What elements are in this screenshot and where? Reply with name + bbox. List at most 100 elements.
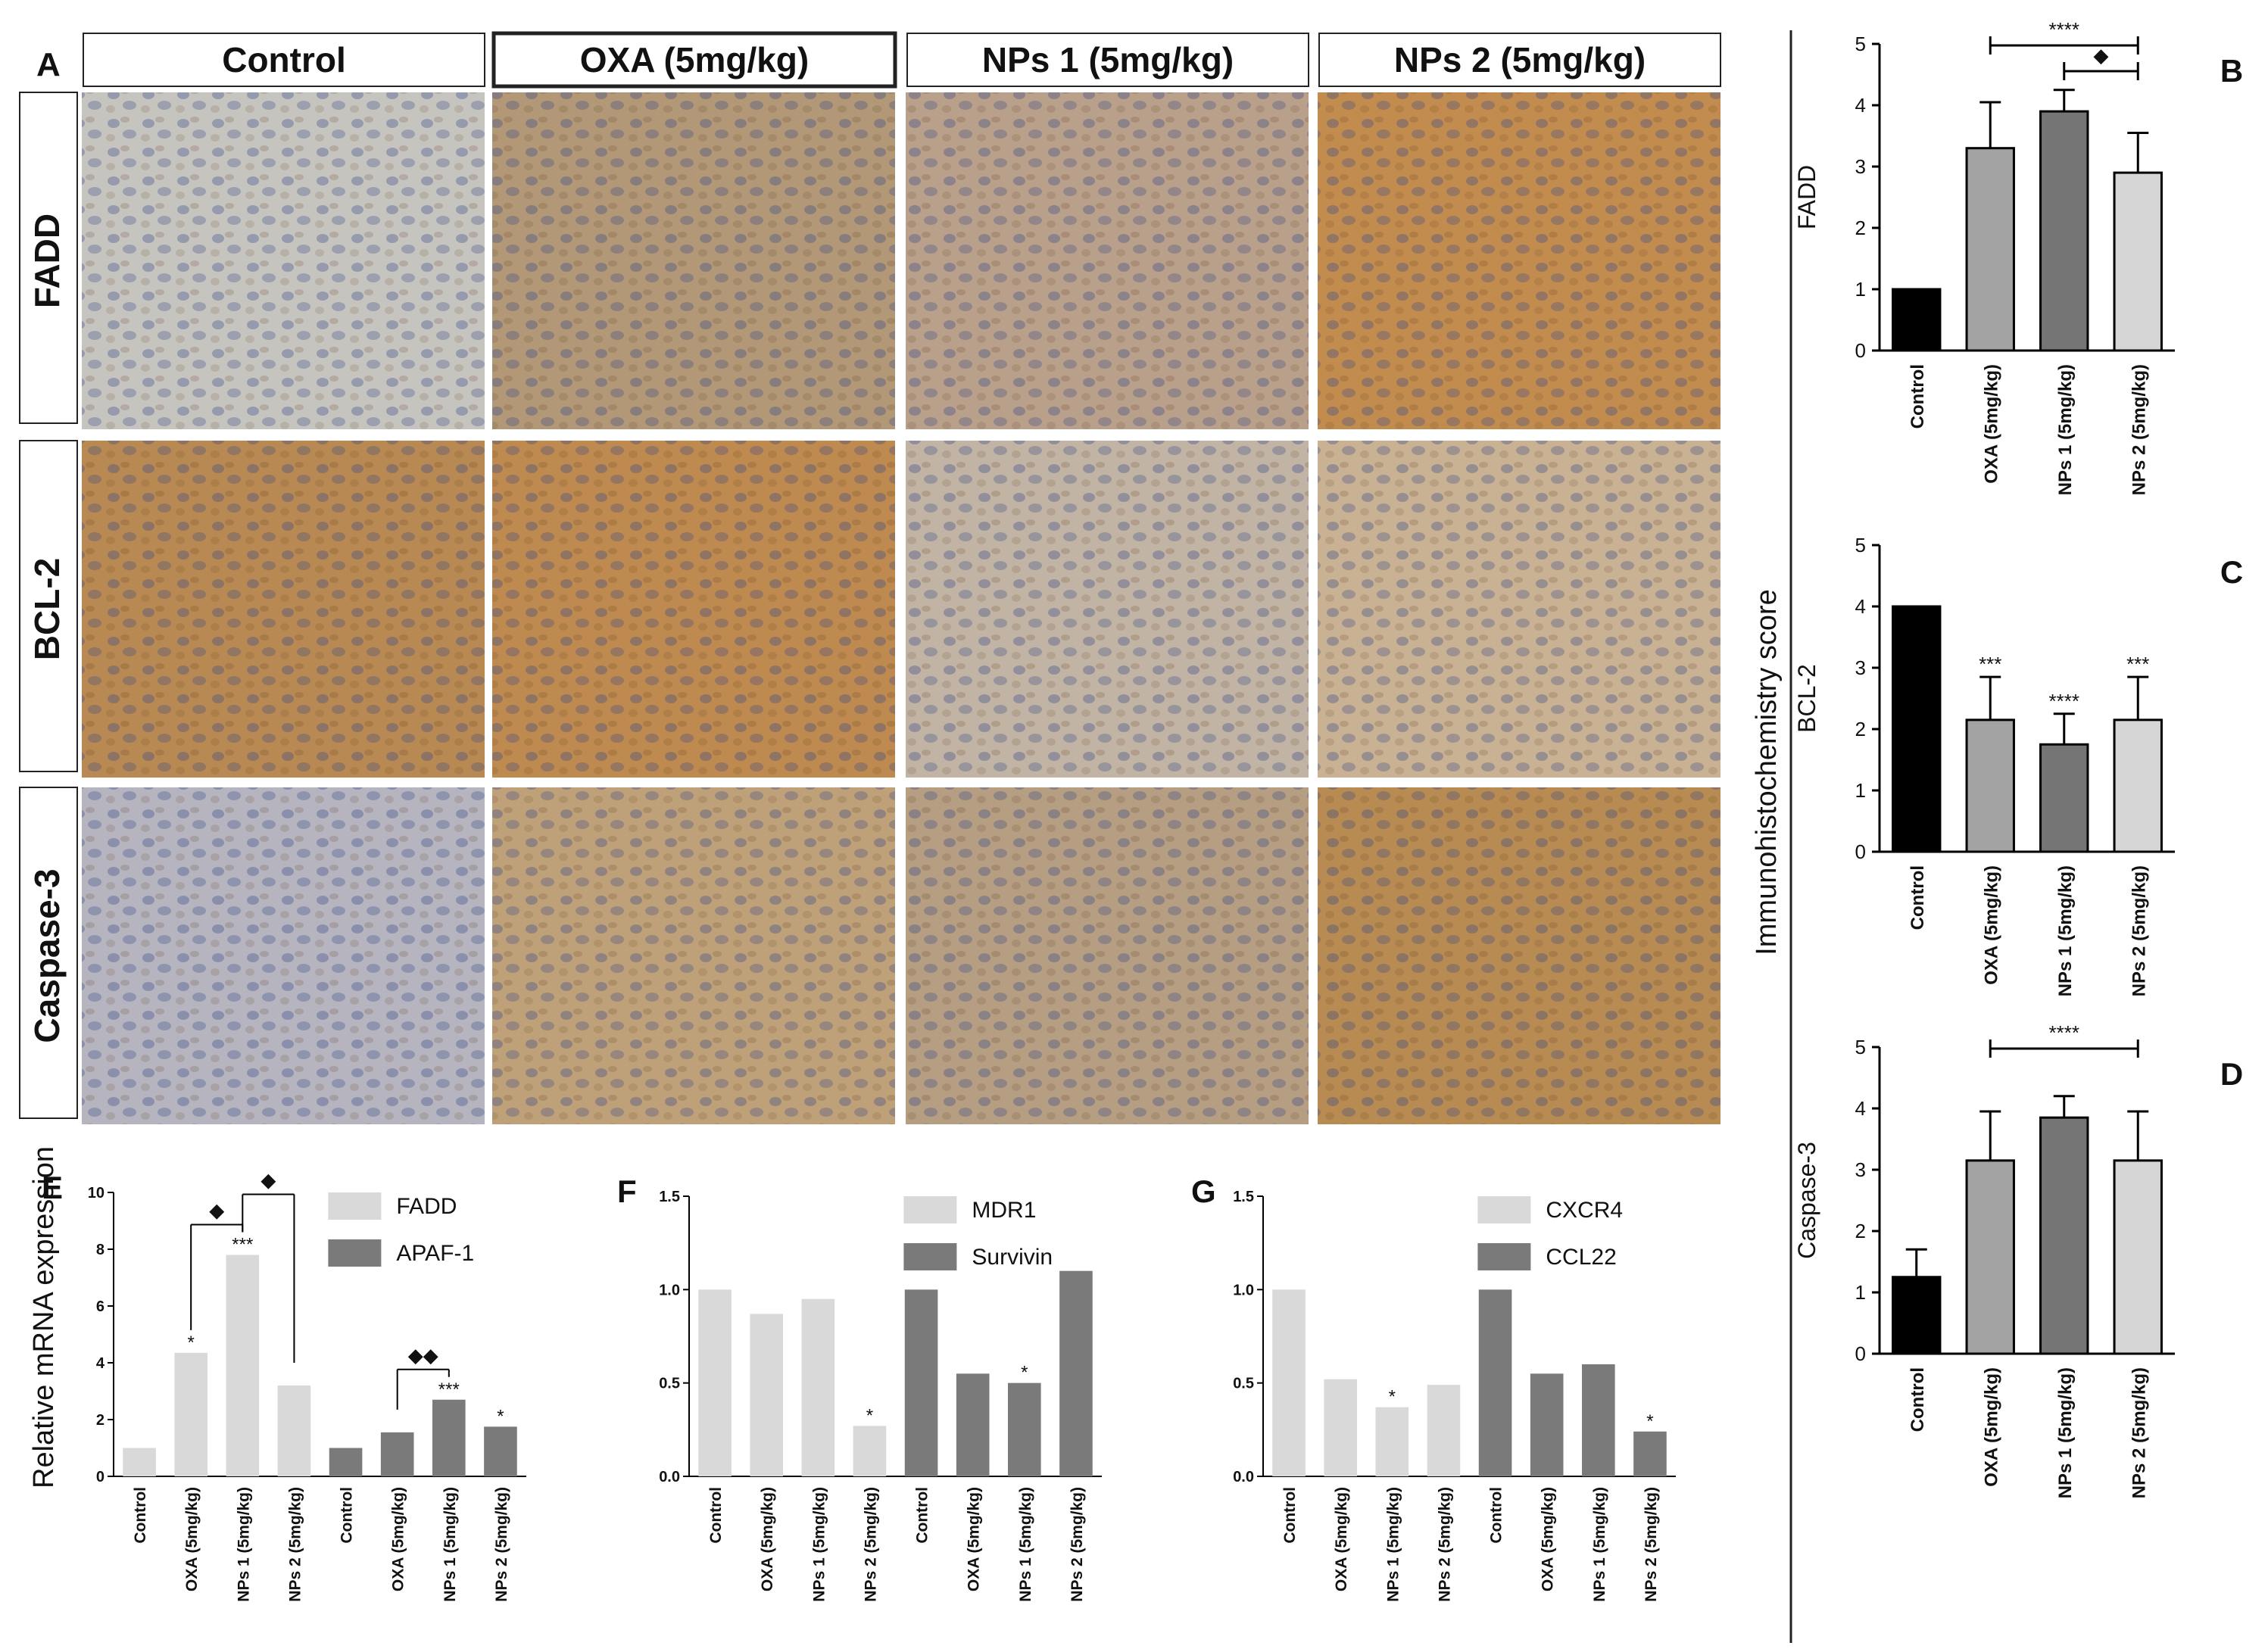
y-tick-label: 1 <box>1855 278 1866 301</box>
panel-letter: F <box>617 1174 637 1209</box>
x-tick-label: NPs 1 (5mg/kg) <box>441 1487 459 1602</box>
x-tick-label: OXA (5mg/kg) <box>183 1487 201 1591</box>
y-tick-label: 4 <box>1855 595 1866 618</box>
x-tick-label: NPs 1 (5mg/kg) <box>1384 1487 1402 1602</box>
y-tick-label: 1 <box>1855 1281 1866 1304</box>
y-tick-label: 8 <box>96 1242 105 1258</box>
micrograph-texture <box>492 92 895 429</box>
row-header-label: FADD <box>27 214 67 308</box>
bracket-label: ◆◆ <box>408 1344 438 1367</box>
x-tick-label: NPs 2 (5mg/kg) <box>286 1487 304 1602</box>
significance-mark: *** <box>2126 653 2149 675</box>
bar <box>1892 605 1942 853</box>
panel-a-letter: A <box>36 46 61 83</box>
significance-mark: * <box>497 1406 504 1426</box>
x-tick-label: NPs 1 (5mg/kg) <box>2055 364 2076 495</box>
y-tick-label: 2 <box>1855 718 1866 740</box>
x-tick-label: OXA (5mg/kg) <box>759 1487 776 1591</box>
y-tick-label: 0 <box>1855 339 1866 362</box>
y-tick-label: 3 <box>1855 155 1866 178</box>
row-header-label: Caspase-3 <box>27 868 67 1043</box>
y-tick-label: 1.0 <box>1233 1282 1254 1298</box>
legend-label: CXCR4 <box>1546 1198 1623 1223</box>
legend-label: FADD <box>396 1194 457 1219</box>
bar <box>1965 1159 2015 1355</box>
y-tick-label: 10 <box>88 1185 105 1202</box>
bar <box>956 1373 990 1476</box>
bar <box>174 1352 207 1476</box>
legend-swatch <box>328 1192 382 1220</box>
micrograph-texture <box>492 441 895 778</box>
bar <box>1965 147 2015 352</box>
bar <box>1478 1289 1512 1476</box>
ihc-shared-ylabel: Immunohistochemistry score <box>1751 589 1783 955</box>
bracket-label: ◆ <box>260 1169 276 1192</box>
bar <box>2039 743 2089 853</box>
significance-mark: *** <box>1979 653 2001 675</box>
y-tick-label: 1.5 <box>659 1189 680 1205</box>
bar <box>1272 1289 1306 1476</box>
bar <box>2039 1116 2089 1355</box>
y-tick-label: 0 <box>1855 840 1866 863</box>
chart-f-mdr1-survivin: 0.0 0.5 1.0 1.5 F Control OXA (5mg/kg) NPs 1 (5… <box>617 1174 1102 1602</box>
column-header-box <box>1318 33 1721 87</box>
micrograph-texture <box>82 441 485 778</box>
y-tick-label: 2 <box>1855 1220 1866 1242</box>
x-tick-label: Control <box>1908 1367 1928 1432</box>
bar <box>801 1298 835 1476</box>
significance-mark: * <box>866 1405 873 1426</box>
bar <box>2113 1159 2163 1355</box>
chart-ylabel: BCL-2 <box>1793 664 1820 733</box>
bar <box>2039 110 2089 352</box>
row-header-box <box>19 787 78 1119</box>
legend-swatch <box>1477 1196 1531 1223</box>
bar <box>1059 1270 1093 1476</box>
x-tick-label: Control <box>1281 1487 1299 1544</box>
y-tick-label: 5 <box>1855 534 1866 556</box>
x-tick-label: NPs 1 (5mg/kg) <box>1591 1487 1608 1602</box>
x-tick-label: Control <box>132 1487 149 1544</box>
y-tick-label: 5 <box>1855 33 1866 55</box>
bar <box>484 1426 517 1476</box>
bar <box>1582 1364 1615 1476</box>
significance-mark: * <box>188 1333 195 1353</box>
significance-mark: **** <box>2049 690 2079 712</box>
x-tick-label: NPs 2 (5mg/kg) <box>2129 865 2149 996</box>
bar <box>329 1448 363 1476</box>
column-header-label: NPs 2 (5mg/kg) <box>1394 40 1646 79</box>
y-tick-label: 1.0 <box>659 1282 680 1298</box>
x-tick-label: NPs 2 (5mg/kg) <box>862 1487 879 1602</box>
column-header-box <box>906 33 1309 87</box>
x-tick-label: Control <box>914 1487 931 1544</box>
x-tick-label: NPs 1 (5mg/kg) <box>235 1487 252 1602</box>
micrograph-texture <box>1318 441 1720 778</box>
bracket-label: ◆ <box>2094 44 2109 67</box>
micrograph-texture <box>906 441 1309 778</box>
y-tick-label: 3 <box>1855 1158 1866 1181</box>
significance-mark: * <box>1646 1411 1653 1432</box>
bar <box>277 1385 311 1476</box>
column-header-box <box>83 33 485 87</box>
x-tick-label: OXA (5mg/kg) <box>390 1487 407 1591</box>
bar <box>1633 1431 1667 1476</box>
legend-swatch <box>1477 1243 1531 1270</box>
legend-label: Survivin <box>972 1245 1053 1270</box>
bar <box>1892 288 1942 352</box>
y-tick-label: 1.5 <box>1233 1189 1254 1205</box>
x-tick-label: Control <box>1908 364 1928 429</box>
y-tick-label: 2 <box>96 1412 105 1429</box>
row-header-label: BCL-2 <box>27 558 67 660</box>
row-header-box <box>19 440 78 772</box>
x-tick-label: NPs 2 (5mg/kg) <box>2129 1367 2149 1498</box>
column-header-box <box>491 31 897 89</box>
y-tick-label: 0.5 <box>659 1376 680 1392</box>
significance-mark: * <box>1021 1363 1028 1383</box>
legend-swatch <box>903 1243 957 1270</box>
chart-b-fadd: 0 1 2 3 4 5 FADD B Control OXA (5mg/kg) NPs 1 (5mg… <box>1793 18 2243 495</box>
x-tick-label: Control <box>707 1487 725 1544</box>
bar <box>2113 718 2163 853</box>
y-tick-label: 3 <box>1855 656 1866 679</box>
y-tick-label: 0.0 <box>1233 1469 1254 1485</box>
micrograph-texture <box>82 787 485 1124</box>
